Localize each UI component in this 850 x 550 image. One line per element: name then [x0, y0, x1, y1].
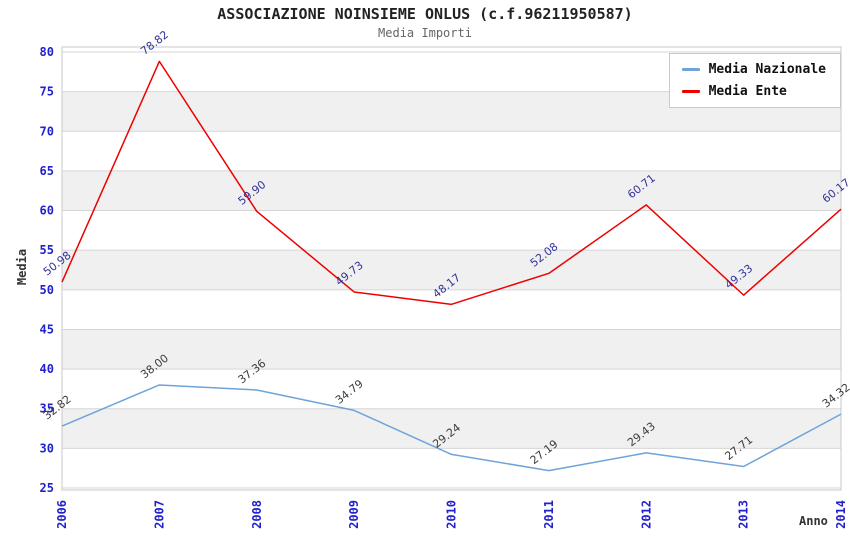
plot-band [62, 329, 841, 370]
chart-title: ASSOCIAZIONE NOINSIEME ONLUS (c.f.962119… [217, 5, 633, 23]
x-tick-label: 2007 [152, 500, 166, 529]
legend-line-swatch-icon [681, 68, 700, 71]
legend-item: Media Ente [681, 84, 826, 99]
x-tick-label: 2011 [542, 500, 556, 529]
y-tick-label: 50 [40, 283, 54, 297]
data-label: 34.79 [333, 377, 366, 407]
chart-subtitle: Media Importi [378, 26, 472, 40]
data-label: 78.82 [138, 28, 171, 58]
y-axis-title: Media [15, 248, 30, 286]
y-tick-label: 30 [40, 441, 54, 455]
y-tick-label: 65 [40, 164, 54, 178]
x-tick-label: 2014 [834, 500, 848, 529]
legend-item-label: Media Nazionale [708, 62, 826, 77]
x-axis-title: Anno [799, 514, 828, 528]
y-tick-label: 75 [40, 85, 54, 99]
y-tick-label: 45 [40, 322, 54, 336]
y-tick-label: 60 [40, 204, 54, 218]
y-tick-label: 35 [40, 402, 54, 416]
plot-band [62, 250, 841, 290]
legend-item: Media Nazionale [681, 62, 826, 77]
x-tick-label: 2012 [639, 500, 653, 529]
plot-band [62, 170, 841, 211]
legend-item-label: Media Ente [708, 84, 787, 99]
y-tick-label: 55 [40, 243, 54, 257]
x-tick-label: 2006 [55, 500, 69, 529]
x-tick-label: 2009 [347, 500, 361, 529]
x-tick-label: 2010 [445, 500, 459, 529]
x-tick-label: 2008 [250, 500, 264, 529]
legend-line-swatch-icon [681, 90, 700, 93]
series-line-media-nazionale [61, 384, 842, 472]
x-tick-label: 2013 [737, 500, 751, 529]
plot-band [62, 408, 841, 449]
series-line-media-ente [61, 60, 842, 306]
legend: Media Nazionale Media Ente [668, 53, 841, 108]
plot-border [61, 46, 842, 491]
data-label: 34.32 [820, 381, 850, 411]
y-tick-label: 70 [40, 124, 54, 138]
y-tick-label: 40 [40, 362, 54, 376]
y-tick-label: 80 [40, 45, 54, 59]
y-tick-label: 25 [40, 481, 54, 495]
